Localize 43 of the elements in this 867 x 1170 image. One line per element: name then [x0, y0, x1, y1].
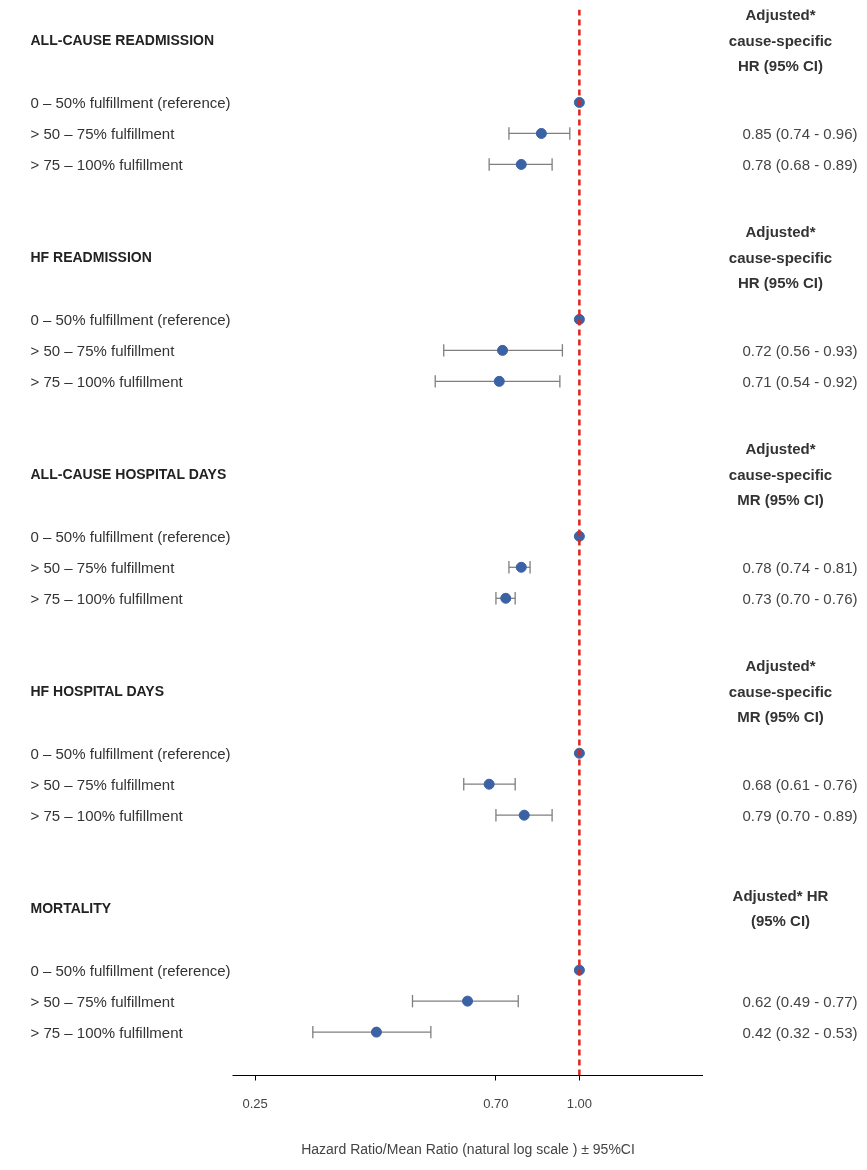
text: Adjusted* cause-specific MR (95% CI): [728, 440, 833, 509]
x-tick-label: 0.70: [483, 1095, 509, 1111]
data-label: 0.78 (0.68 - 0.89): [742, 155, 858, 173]
y-tick-label: 0 – 50% fulfillment (reference): [30, 527, 231, 545]
data-label: 0.72 (0.56 - 0.93): [742, 341, 858, 359]
y-tick-label: 0 – 50% fulfillment (reference): [30, 961, 231, 979]
point: [497, 344, 509, 356]
y-tick-label: 0 – 50% fulfillment (reference): [30, 93, 231, 111]
data-label: 0.85 (0.74 - 0.96): [742, 124, 858, 142]
y-tick-label: MORTALITY: [30, 900, 112, 917]
data-label: 0.79 (0.70 - 0.89): [742, 806, 858, 824]
data-label: 0.68 (0.61 - 0.76): [742, 775, 858, 793]
y-tick-label: 0 – 50% fulfillment (reference): [30, 310, 231, 328]
text: Adjusted* cause-specific HR (95% CI): [728, 6, 833, 75]
y-tick-label: HF READMISSION: [30, 249, 152, 266]
y-tick-label: ALL-CAUSE READMISSION: [30, 32, 215, 49]
data-label: 0.78 (0.74 - 0.81): [742, 558, 858, 576]
data-label: 0.42 (0.32 - 0.53): [742, 1023, 858, 1041]
y-tick-label: 0 – 50% fulfillment (reference): [30, 744, 231, 762]
y-tick-label: > 75 – 100% fulfillment: [30, 589, 184, 607]
x-tick-label: 1.00: [566, 1095, 593, 1111]
y-tick-label: > 75 – 100% fulfillment: [30, 155, 184, 173]
y-tick-label: > 50 – 75% fulfillment: [30, 124, 176, 142]
y-tick-label: > 75 – 100% fulfillment: [30, 806, 184, 824]
text: Adjusted* cause-specific HR (95% CI): [728, 223, 833, 292]
data-label: 0.62 (0.49 - 0.77): [742, 992, 858, 1010]
text: Adjusted* HR (95% CI): [732, 886, 829, 930]
point: [483, 778, 495, 790]
data-label: 0.71 (0.54 - 0.92): [742, 372, 858, 390]
y-tick-label: ALL-CAUSE HOSPITAL DAYS: [30, 466, 227, 483]
y-tick-label: > 50 – 75% fulfillment: [30, 341, 176, 359]
point: [493, 375, 505, 387]
y-tick-label: > 50 – 75% fulfillment: [30, 558, 176, 576]
y-tick-label: > 50 – 75% fulfillment: [30, 775, 176, 793]
point: [500, 592, 512, 604]
y-tick-label: HF HOSPITAL DAYS: [30, 683, 165, 700]
text: Adjusted* cause-specific MR (95% CI): [728, 657, 833, 726]
y-tick-label: > 50 – 75% fulfillment: [30, 992, 176, 1010]
x-tick-label: 0.25: [242, 1095, 268, 1111]
y-tick-label: > 75 – 100% fulfillment: [30, 372, 184, 390]
y-tick-label: > 75 – 100% fulfillment: [30, 1023, 184, 1041]
data-label: 0.73 (0.70 - 0.76): [742, 589, 858, 607]
x-axis-title: Hazard Ratio/Mean Ratio (natural log scale ) ± 95%CI: [301, 1140, 635, 1157]
